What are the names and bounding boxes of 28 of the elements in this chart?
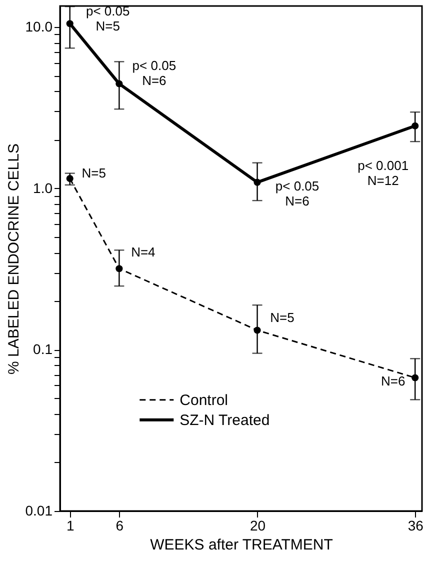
- annotation: p< 0.001 N=12: [358, 158, 409, 188]
- x-tick-label: 6: [116, 518, 124, 534]
- point: [116, 265, 123, 272]
- annotation: N=4: [131, 244, 156, 260]
- x-axis-title: WEEKS after TREATMENT: [150, 536, 333, 554]
- annotation: N=5: [270, 310, 294, 326]
- y-axis-title: % LABELED ENDOCRINE CELLS: [5, 144, 22, 374]
- annotation: N=6: [380, 374, 406, 389]
- legend-label: SZ-N Treated: [180, 412, 270, 429]
- point: [66, 175, 74, 182]
- y-tick-label: 0.1: [33, 341, 53, 358]
- point: [412, 122, 419, 130]
- y-tick-label: 1.0: [33, 180, 53, 196]
- y-tick-label: 10.0: [25, 18, 53, 35]
- x-tick-label: 36: [408, 518, 424, 534]
- x-tick-label: 1: [66, 518, 74, 534]
- point: [254, 178, 261, 186]
- annotation: p< 0.05 N=6: [275, 178, 320, 208]
- x-tick-label: 20: [250, 518, 266, 534]
- legend-label: Control: [180, 392, 228, 409]
- point: [66, 20, 74, 28]
- annotation: N=5: [82, 166, 106, 181]
- y-tick-label: 0.01: [25, 502, 53, 518]
- annotation: p< 0.05 N=5: [86, 4, 130, 34]
- point: [116, 80, 123, 88]
- point: [412, 374, 419, 382]
- annotation: p< 0.05 N=6: [132, 58, 176, 88]
- point: [254, 326, 261, 334]
